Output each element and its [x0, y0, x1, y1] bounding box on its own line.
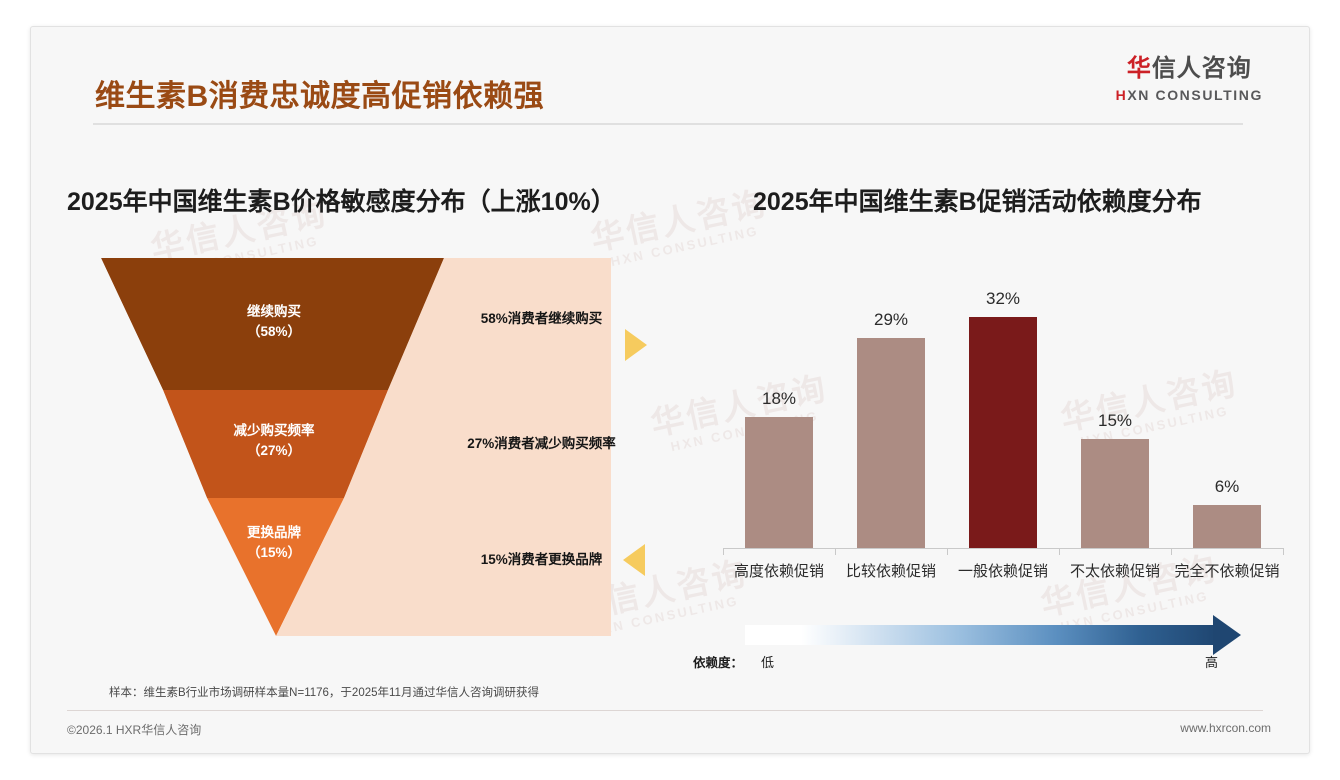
bar-2-highlighted[interactable] [969, 317, 1037, 549]
bar-group-0: 18% [723, 285, 835, 549]
footer-website[interactable]: www.hxrcon.com [1180, 721, 1271, 735]
bar-category-0: 高度依赖促销 [733, 563, 824, 580]
left-chart-heading: 2025年中国维生素B价格敏感度分布（上涨10%） [67, 188, 616, 216]
bar-value-1: 29% [873, 310, 909, 329]
bar-category-1: 比较依赖促销 [845, 563, 936, 580]
legend-high-label: 高 [1205, 655, 1219, 670]
right-chart-heading: 2025年中国维生素B促销活动依赖度分布 [753, 188, 1202, 216]
axis-tick [1171, 548, 1172, 555]
title-divider [93, 123, 1243, 125]
funnel-stage-2 [163, 390, 388, 498]
logo-chinese-rest: 信人咨询 [1151, 55, 1252, 82]
slide-canvas: 华信人咨询 HXN CONSULTING 华信人咨询 HXN CONSULTIN… [30, 26, 1310, 754]
bar-3[interactable] [1081, 439, 1149, 549]
dependency-gradient-legend: 依赖度： 低 高 [693, 615, 1283, 681]
funnel-note-1: 58%消费者继续购买 [480, 311, 603, 326]
bar-value-2: 32% [985, 289, 1021, 308]
bar-1[interactable] [857, 338, 925, 549]
watermark-line2: HXN CONSULTING [609, 223, 761, 270]
page-title: 维生素B消费忠诚度高促销依赖强 [95, 80, 545, 113]
gradient-arrow-icon [1213, 615, 1241, 655]
bar-value-3: 15% [1097, 411, 1133, 430]
logo-chinese: 华信人咨询 [1116, 57, 1263, 81]
axis-tick [1283, 548, 1284, 555]
logo-english: HXN CONSULTING [1116, 88, 1263, 102]
axis-tick [1059, 548, 1060, 555]
axis-tick [835, 548, 836, 555]
gradient-bar [745, 625, 1217, 645]
company-logo: 华信人咨询 HXN CONSULTING [1116, 57, 1263, 103]
bar-group-4: 6% [1171, 285, 1283, 549]
bar-group-1: 29% [835, 285, 947, 549]
axis-tick [723, 548, 724, 555]
bar-category-4: 完全不依赖促销 [1174, 563, 1280, 580]
bar-4[interactable] [1193, 505, 1261, 549]
bar-plot-area: 18% 29% 32% 15% 6% [723, 285, 1283, 549]
bar-group-2: 32% [947, 285, 1059, 549]
bar-category-3: 不太依赖促销 [1069, 563, 1160, 580]
funnel-stage-3 [207, 498, 344, 636]
bar-value-0: 18% [761, 389, 797, 408]
legend-low-label: 低 [761, 655, 775, 670]
logo-accent-char: 华 [1126, 55, 1152, 82]
logo-en-accent: H [1115, 87, 1128, 103]
legend-title: 依赖度： [693, 656, 744, 670]
axis-tick [947, 548, 948, 555]
funnel-stage-1 [101, 258, 444, 390]
footer-copyright: ©2026.1 HXR华信人咨询 [67, 723, 202, 737]
source-footnote: 样本：维生素B行业市场调研样本量N=1176，于2025年11月通过华信人咨询调… [109, 687, 539, 699]
play-right-icon [625, 329, 647, 361]
funnel-note-3: 15%消费者更换品牌 [480, 552, 603, 567]
dependency-bar-chart: 18% 29% 32% 15% 6% [693, 285, 1284, 585]
bar-category-2: 一般依赖促销 [957, 563, 1048, 580]
bar-value-4: 6% [1214, 477, 1240, 496]
funnel-shapes [101, 258, 611, 636]
bar-0[interactable] [745, 417, 813, 549]
logo-en-rest: XN CONSULTING [1127, 87, 1263, 103]
funnel-note-2: 27%消费者减少购买频率 [467, 436, 616, 451]
funnel-right-fill [276, 258, 611, 636]
bar-group-3: 15% [1059, 285, 1171, 549]
bar-axis-line [723, 548, 1283, 549]
play-left-icon [623, 544, 645, 576]
funnel-left-cut [101, 258, 276, 636]
funnel-chart: 继续购买 （58%） 减少购买频率 （27%） 更换品牌 （15%） 58%消费… [101, 258, 616, 636]
footer-divider [67, 710, 1263, 711]
